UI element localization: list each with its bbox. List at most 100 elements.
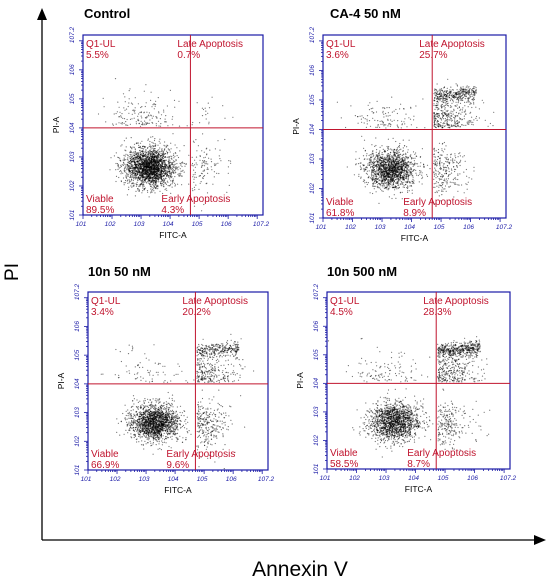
- event-dot: [454, 115, 456, 117]
- event-dot: [164, 148, 166, 150]
- event-dot: [193, 181, 195, 183]
- event-dot: [478, 108, 480, 110]
- event-dot: [208, 121, 210, 123]
- event-dot: [439, 92, 441, 94]
- event-dot: [405, 156, 407, 158]
- event-dot: [445, 97, 448, 99]
- event-dot: [471, 178, 473, 180]
- event-dot: [457, 174, 459, 176]
- event-dot: [451, 106, 453, 108]
- event-dot: [227, 166, 229, 168]
- event-dot: [471, 95, 473, 97]
- event-dot: [489, 122, 491, 125]
- event-dot: [160, 114, 163, 116]
- event-dot: [144, 117, 147, 119]
- event-dot: [372, 112, 374, 114]
- event-dot: [161, 173, 163, 175]
- event-dot: [123, 118, 126, 120]
- event-dot: [404, 118, 406, 120]
- event-dot: [120, 164, 122, 166]
- event-dot: [373, 188, 375, 190]
- event-dot: [457, 178, 459, 181]
- event-dot: [160, 155, 162, 157]
- event-dot: [383, 158, 385, 160]
- event-dot: [157, 181, 159, 183]
- event-dot: [167, 148, 169, 150]
- event-dot: [447, 165, 449, 167]
- event-dot: [162, 172, 164, 174]
- event-dot: [203, 169, 205, 171]
- event-dot: [450, 156, 452, 158]
- event-dot: [398, 186, 400, 189]
- event-dot: [403, 184, 405, 186]
- event-dot: [447, 115, 449, 118]
- event-dot: [128, 161, 131, 163]
- event-dot: [130, 169, 132, 171]
- event-dot: [124, 101, 126, 103]
- event-dot: [154, 170, 156, 173]
- event-dot: [183, 145, 185, 147]
- event-dot: [467, 122, 469, 124]
- event-dot: [147, 191, 149, 193]
- event-dot: [433, 162, 435, 165]
- event-dot: [446, 180, 448, 182]
- event-dot: [123, 184, 125, 186]
- event-dot: [461, 184, 463, 186]
- y-tick-label: 106: [69, 64, 76, 75]
- event-dot: [174, 185, 176, 187]
- event-dot: [365, 181, 367, 183]
- event-dot: [387, 163, 389, 165]
- event-dot: [143, 161, 145, 163]
- event-dot: [460, 95, 463, 97]
- event-dot: [115, 112, 117, 115]
- event-dot: [144, 120, 146, 122]
- event-dot: [193, 186, 195, 188]
- event-dot: [448, 91, 450, 93]
- event-dot: [439, 165, 441, 167]
- event-dot: [157, 188, 159, 190]
- event-dot: [439, 168, 441, 170]
- event-dot: [171, 186, 173, 188]
- event-dot: [165, 146, 167, 148]
- event-dot: [452, 125, 454, 127]
- event-dot: [444, 122, 446, 124]
- event-dot: [148, 149, 150, 151]
- event-dot: [367, 177, 369, 179]
- event-dot: [181, 170, 183, 172]
- event-dot: [146, 177, 148, 179]
- event-dot: [144, 179, 146, 181]
- event-dot: [137, 151, 139, 154]
- event-dot: [199, 182, 201, 184]
- event-dot: [366, 118, 368, 120]
- event-dot: [97, 113, 100, 115]
- event-dot: [127, 155, 129, 157]
- event-dot: [150, 178, 152, 180]
- event-dot: [462, 86, 464, 88]
- event-dot: [459, 152, 461, 154]
- event-dot: [154, 192, 156, 194]
- event-dot: [145, 149, 147, 151]
- event-dot: [133, 172, 135, 174]
- event-dot: [159, 151, 161, 153]
- event-dot: [126, 173, 128, 175]
- event-dot: [364, 149, 366, 152]
- event-dot: [398, 144, 401, 147]
- event-dot: [434, 159, 436, 161]
- event-dot: [456, 89, 458, 91]
- event-dot: [152, 184, 154, 186]
- event-dot: [147, 181, 149, 183]
- event-dot: [135, 185, 138, 187]
- event-dot: [139, 172, 141, 174]
- event-dot: [173, 166, 175, 168]
- event-dot: [452, 99, 454, 102]
- event-dot: [446, 118, 449, 120]
- event-dot: [441, 149, 443, 152]
- event-dot: [385, 127, 387, 129]
- event-dot: [458, 95, 460, 97]
- event-dot: [151, 170, 153, 173]
- event-dot: [148, 178, 151, 180]
- event-dot: [373, 177, 375, 179]
- event-dot: [466, 101, 468, 103]
